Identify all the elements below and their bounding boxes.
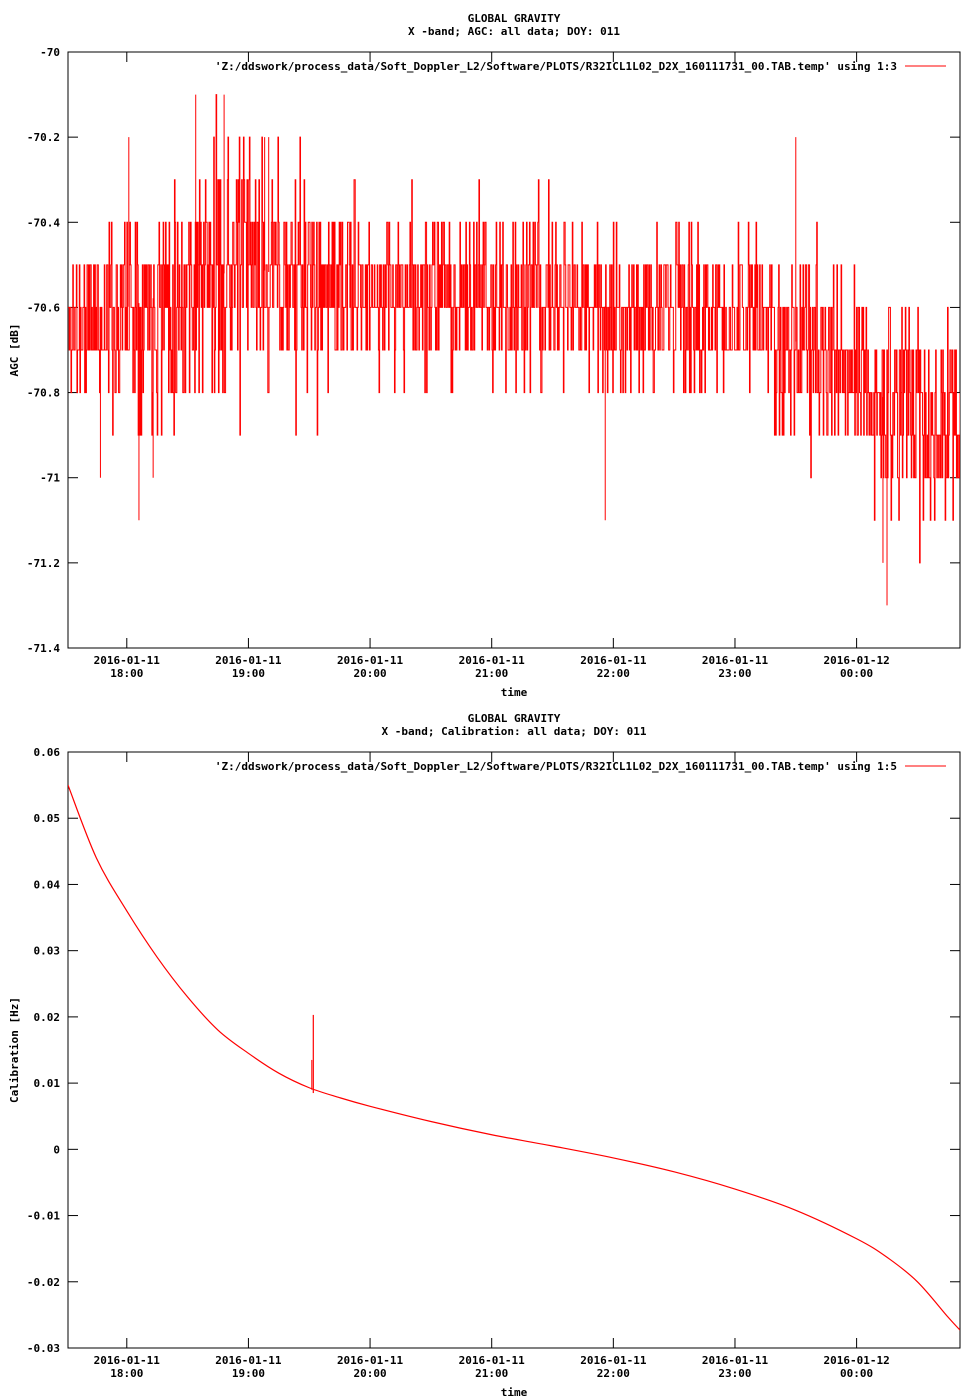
x-tick-label-time: 22:00: [597, 1367, 630, 1380]
x-tick-label-time: 21:00: [475, 667, 508, 680]
y-tick-label: -70: [40, 46, 60, 59]
x-tick-label-date: 2016-01-11: [94, 1354, 161, 1367]
y-axis-label: AGC [dB]: [8, 324, 21, 377]
chart-title: GLOBAL GRAVITY: [468, 12, 561, 25]
x-tick-label-time: 18:00: [110, 1367, 143, 1380]
y-tick-label: -70.2: [27, 131, 60, 144]
x-tick-label-date: 2016-01-11: [459, 1354, 526, 1367]
y-tick-label: -70.6: [27, 301, 60, 314]
x-tick-label-date: 2016-01-11: [580, 1354, 647, 1367]
chart-title: GLOBAL GRAVITY: [468, 712, 561, 725]
y-tick-label: 0.04: [34, 878, 61, 891]
agc-series-line: [68, 94, 960, 564]
y-tick-label: 0.02: [34, 1011, 61, 1024]
x-tick-label-time: 23:00: [718, 1367, 751, 1380]
x-tick-label-date: 2016-01-11: [702, 1354, 769, 1367]
y-axis-label: Calibration [Hz]: [8, 997, 21, 1103]
x-tick-label-date: 2016-01-11: [337, 654, 404, 667]
x-tick-label-date: 2016-01-11: [215, 1354, 282, 1367]
y-tick-label: -71.2: [27, 557, 60, 570]
y-tick-label: 0.06: [34, 746, 61, 759]
y-tick-label: -0.03: [27, 1342, 60, 1355]
x-tick-label-date: 2016-01-12: [823, 1354, 889, 1367]
y-tick-label: -71.4: [27, 642, 60, 655]
legend-label: 'Z:/ddswork/process_data/Soft_Doppler_L2…: [215, 60, 897, 73]
y-tick-label: 0.01: [34, 1077, 61, 1090]
x-tick-label-time: 00:00: [840, 667, 873, 680]
chart-subtitle: X -band; Calibration: all data; DOY: 011: [382, 725, 647, 738]
y-tick-label: -0.02: [27, 1276, 60, 1289]
x-tick-label-time: 18:00: [110, 667, 143, 680]
x-tick-label-date: 2016-01-11: [580, 654, 647, 667]
y-tick-label: -71: [40, 472, 60, 485]
x-tick-label-date: 2016-01-11: [94, 654, 161, 667]
x-tick-label-date: 2016-01-12: [823, 654, 889, 667]
x-tick-label-time: 19:00: [232, 667, 265, 680]
x-tick-label-time: 00:00: [840, 1367, 873, 1380]
x-tick-label-time: 20:00: [354, 1367, 387, 1380]
y-tick-label: 0.05: [34, 812, 61, 825]
x-axis-label: time: [501, 686, 528, 699]
x-tick-label-date: 2016-01-11: [459, 654, 526, 667]
x-tick-label-date: 2016-01-11: [702, 654, 769, 667]
plot-frame: [67, 751, 961, 1349]
x-tick-label-time: 23:00: [718, 667, 751, 680]
chart-subtitle: X -band; AGC: all data; DOY: 011: [408, 25, 620, 38]
x-tick-label-time: 20:00: [354, 667, 387, 680]
x-tick-label-date: 2016-01-11: [215, 654, 282, 667]
y-tick-label: 0: [53, 1143, 60, 1156]
x-axis-label: time: [501, 1386, 528, 1399]
legend-label: 'Z:/ddswork/process_data/Soft_Doppler_L2…: [215, 760, 897, 773]
x-tick-label-time: 19:00: [232, 1367, 265, 1380]
x-tick-label-time: 21:00: [475, 1367, 508, 1380]
x-tick-label-date: 2016-01-11: [337, 1354, 404, 1367]
plot-frame: [67, 51, 961, 649]
y-tick-label: -70.4: [27, 216, 60, 229]
y-tick-label: 0.03: [34, 945, 61, 958]
x-tick-label-time: 22:00: [597, 667, 630, 680]
y-tick-label: -70.8: [27, 387, 60, 400]
calibration-series-line: [68, 784, 960, 1331]
y-tick-label: -0.01: [27, 1210, 60, 1223]
